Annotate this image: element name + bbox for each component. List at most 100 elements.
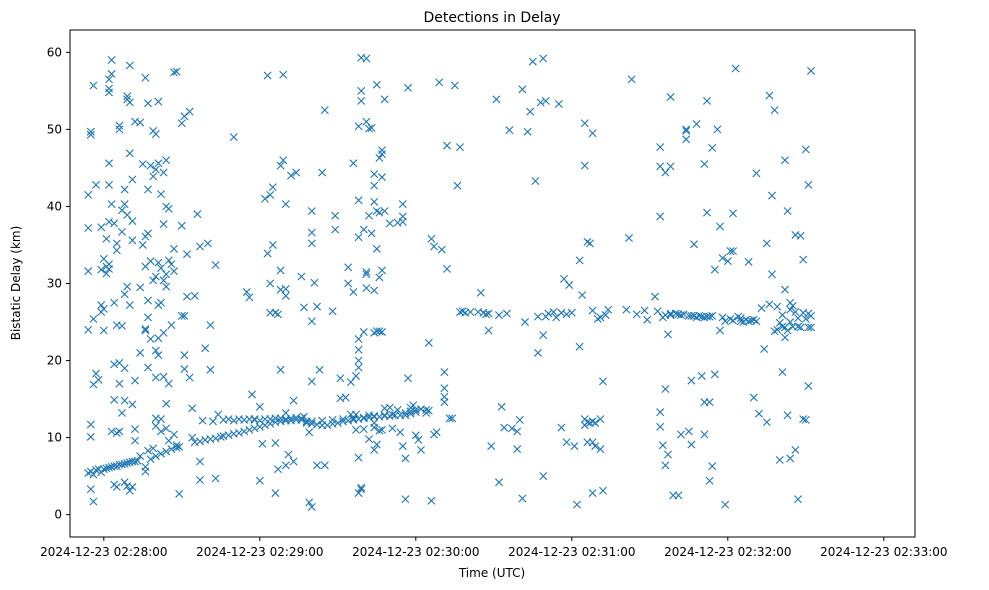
- detection-marker: [404, 374, 412, 383]
- detection-marker: [682, 135, 691, 144]
- detection-marker: [359, 413, 368, 422]
- detection-marker: [307, 317, 316, 326]
- detection-marker: [141, 73, 150, 82]
- detection-marker: [123, 210, 132, 219]
- detection-marker: [118, 227, 126, 236]
- detection-marker: [328, 307, 337, 316]
- detection-marker: [398, 200, 407, 209]
- detection-marker: [362, 54, 371, 63]
- detection-marker: [682, 126, 691, 135]
- detection-marker: [149, 276, 158, 285]
- detection-marker: [131, 436, 139, 445]
- detection-marker: [123, 282, 132, 291]
- detection-marker: [180, 311, 189, 320]
- detection-marker: [562, 310, 571, 319]
- detection-marker: [120, 396, 129, 405]
- detection-marker: [705, 398, 714, 407]
- detection-marker: [515, 415, 524, 424]
- detection-marker: [804, 180, 813, 189]
- detection-marker: [710, 265, 719, 274]
- detection-marker: [84, 190, 93, 199]
- detection-marker: [354, 489, 363, 498]
- detection-marker: [736, 314, 745, 323]
- detection-marker: [141, 467, 150, 476]
- detection-marker: [375, 273, 384, 282]
- detection-marker: [687, 440, 696, 449]
- detection-marker: [281, 200, 290, 209]
- detection-marker: [289, 457, 298, 466]
- detection-marker: [791, 308, 800, 316]
- detection-marker: [107, 69, 116, 78]
- detection-marker: [588, 438, 597, 447]
- detection-marker: [279, 156, 288, 165]
- detection-marker: [266, 190, 275, 199]
- detection-marker: [196, 457, 204, 466]
- detection-marker: [430, 242, 438, 251]
- detection-marker: [175, 442, 184, 451]
- detection-marker: [671, 309, 680, 318]
- detection-marker: [229, 133, 238, 142]
- detection-marker: [175, 489, 184, 498]
- detection-marker: [443, 141, 451, 150]
- detection-marker: [86, 432, 95, 441]
- detection-marker: [136, 452, 145, 461]
- detection-marker: [773, 325, 782, 334]
- detection-marker: [406, 409, 415, 418]
- detection-marker: [534, 312, 542, 321]
- detection-marker: [786, 318, 795, 327]
- y-tick-label: 10: [47, 431, 62, 445]
- chart-title: Detections in Delay: [423, 10, 560, 26]
- detection-marker: [313, 461, 321, 470]
- detection-marker: [601, 311, 610, 320]
- detection-marker: [354, 363, 363, 372]
- detection-marker: [102, 269, 111, 278]
- detection-marker: [128, 175, 137, 184]
- detection-marker: [120, 185, 129, 194]
- detection-marker: [248, 390, 256, 399]
- detection-marker: [708, 311, 717, 320]
- detection-marker: [531, 177, 540, 186]
- x-axis-title: Time (UTC): [458, 566, 525, 580]
- detection-marker: [570, 442, 579, 451]
- detection-marker: [354, 453, 363, 462]
- detection-marker: [599, 486, 607, 495]
- detection-marker: [224, 415, 233, 424]
- detection-marker: [149, 172, 158, 181]
- detection-marker: [432, 428, 441, 437]
- detection-marker: [385, 403, 394, 412]
- detection-marker: [107, 200, 116, 209]
- x-tick-label: 2024-12-23 02:29:00: [196, 545, 323, 559]
- detection-marker: [523, 127, 532, 136]
- detection-marker: [544, 309, 553, 318]
- detection-marker: [807, 323, 815, 332]
- detection-marker: [375, 153, 384, 162]
- detection-marker: [315, 365, 324, 374]
- detection-marker: [305, 428, 314, 437]
- detection-marker: [721, 317, 730, 326]
- detection-marker: [375, 208, 384, 217]
- y-tick-label: 60: [47, 45, 62, 59]
- detection-marker: [125, 98, 134, 107]
- detection-marker: [588, 306, 597, 315]
- detection-marker: [801, 415, 810, 424]
- detection-marker: [760, 345, 769, 353]
- detection-marker: [365, 411, 373, 420]
- x-tick-label: 2024-12-23 02:32:00: [664, 545, 791, 559]
- detection-marker: [710, 370, 719, 379]
- detection-marker: [287, 171, 295, 180]
- detection-marker: [573, 500, 581, 509]
- detection-marker: [164, 379, 173, 388]
- detection-marker: [159, 328, 168, 337]
- detection-marker: [708, 143, 717, 152]
- detection-marker: [378, 425, 386, 434]
- detection-marker: [144, 313, 152, 322]
- detection-marker: [692, 120, 701, 128]
- detection-marker: [599, 377, 607, 386]
- detection-marker: [331, 225, 340, 234]
- detection-marker: [146, 334, 155, 343]
- detection-marker: [268, 240, 277, 249]
- detection-marker: [752, 169, 761, 178]
- detection-marker: [196, 437, 204, 446]
- detection-marker: [157, 190, 165, 199]
- detection-marker: [596, 415, 605, 424]
